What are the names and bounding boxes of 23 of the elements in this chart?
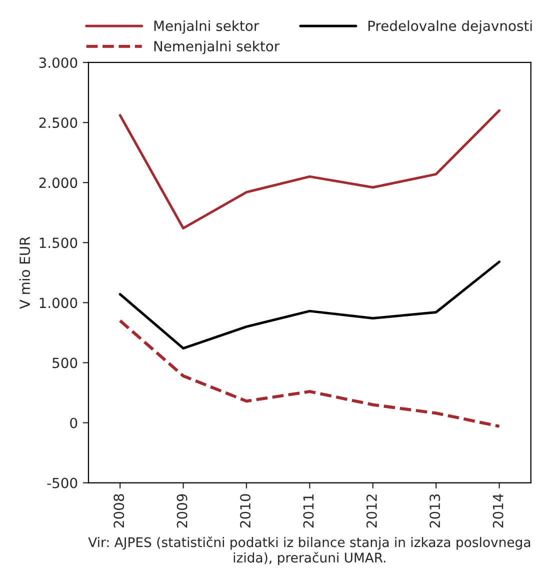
y-tick-label: 1.500: [40, 238, 78, 248]
legend-label: Predelovalne dejavnosti: [368, 20, 532, 34]
x-tick-label: 2011: [303, 494, 314, 528]
y-tick-label: -500: [47, 478, 78, 488]
line-series: [118, 319, 501, 428]
x-tick-label: 2010: [240, 494, 251, 528]
y-tick-label: 0: [70, 418, 78, 428]
line-series: [118, 109, 501, 230]
y-tick-label: 500: [52, 358, 78, 368]
x-tick-label: 2012: [366, 494, 377, 528]
x-tick-label: 2013: [430, 494, 440, 528]
y-tick-label: 2.000: [39, 178, 78, 188]
legend-label: Nemenjalni sektor: [154, 40, 280, 54]
legend-label: Menjalni sektor: [154, 20, 260, 34]
line-series: [118, 260, 501, 350]
y-axis-title: V mio EUR: [19, 236, 30, 309]
x-tick-label: 2009: [176, 494, 188, 528]
y-tick-label: 1.000: [40, 298, 78, 308]
text: Vir: AJPES (statistični podatki iz bilance stanja in izkaza poslovnega izida), preračuni UMAR.: [88, 536, 530, 566]
x-tick-label: 2014: [492, 494, 504, 528]
x-tick-label: 2008: [114, 494, 124, 528]
y-tick-label: 2.500: [39, 117, 78, 128]
y-tick-label: 3.000: [39, 57, 78, 68]
